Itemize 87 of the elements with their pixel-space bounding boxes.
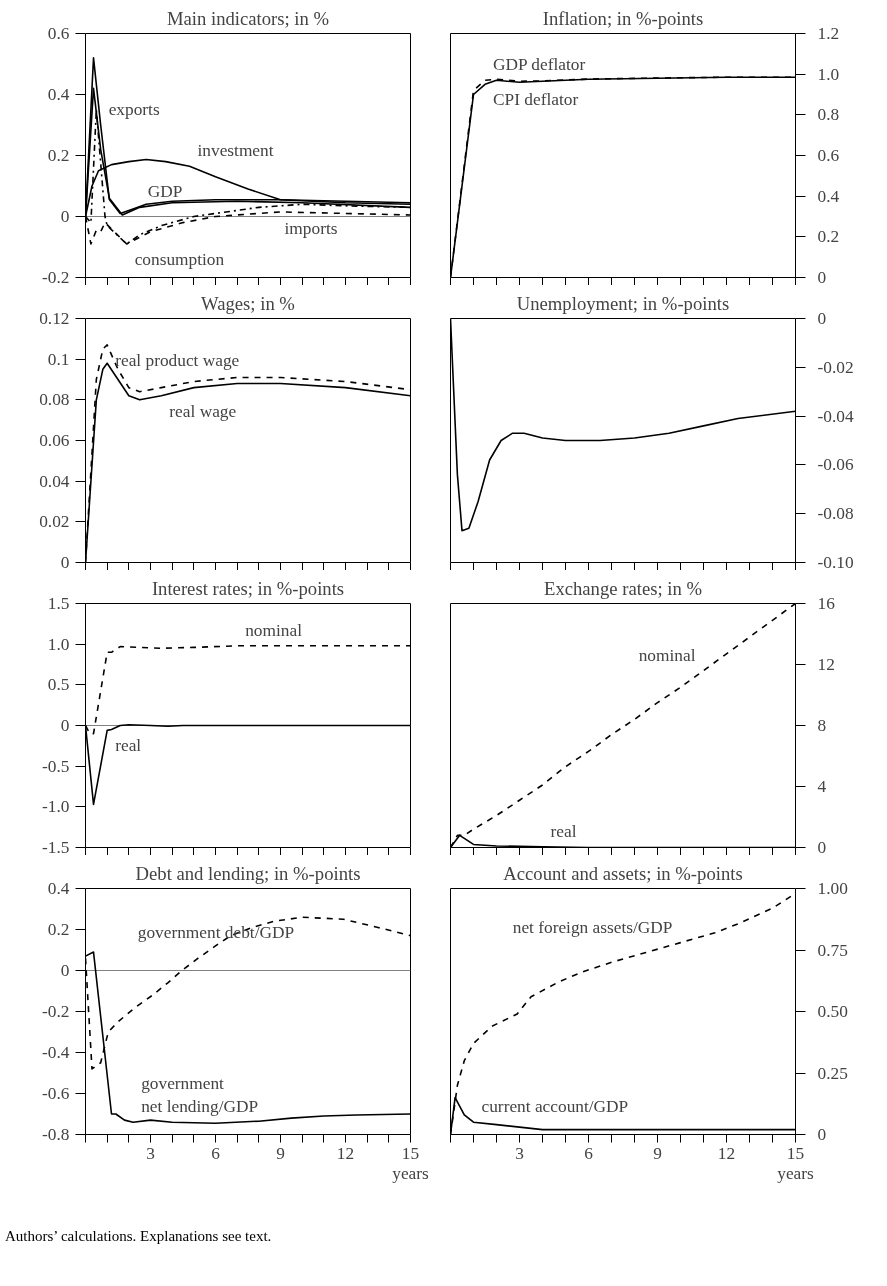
- annotation: real: [550, 821, 577, 841]
- chart-title: Interest rates; in %-points: [151, 577, 345, 599]
- x-tick-label: 9: [653, 1143, 662, 1163]
- y-tick-label: 0.2: [47, 146, 70, 165]
- y-tick-label: -0.08: [817, 504, 854, 524]
- y-tick-label: 0.25: [817, 1063, 848, 1083]
- y-tick-label: 0.12: [39, 309, 70, 328]
- y-tick-label: 0.4: [817, 186, 840, 206]
- annotation: government net lending/GDP: [141, 1074, 259, 1117]
- annotation: nominal: [245, 620, 303, 640]
- y-tick-label: -0.8: [42, 1125, 70, 1144]
- x-tick-label: 3: [515, 1143, 524, 1163]
- x-tick-label: 3: [146, 1143, 155, 1163]
- y-tick-label: 1.2: [817, 24, 840, 43]
- y-tick-label: -0.2: [42, 268, 70, 287]
- y-tick-label: -0.4: [42, 1043, 70, 1062]
- chart-title: Main indicators; in %: [166, 7, 330, 29]
- y-tick-label: -0.6: [42, 1084, 70, 1103]
- y-tick-label: 0.6: [47, 24, 70, 43]
- y-tick-label: 0.2: [47, 920, 70, 939]
- annotation: imports: [284, 219, 338, 239]
- y-tick-label: -1.0: [42, 797, 70, 817]
- y-tick-label: 0.6: [817, 146, 840, 165]
- y-tick-label: 0.5: [47, 675, 70, 695]
- y-tick-label: -0.06: [817, 455, 854, 475]
- y-tick-label: 0: [60, 207, 70, 226]
- y-tick-label: 0.75: [817, 940, 848, 960]
- y-tick-label: 1.0: [47, 634, 70, 654]
- chart-title: Unemployment; in %-points: [516, 292, 730, 314]
- x-tick-label: 15: [401, 1143, 420, 1163]
- x-tick-label: 15: [786, 1143, 805, 1163]
- y-tick-label: 0: [60, 961, 70, 980]
- y-tick-label: 12: [817, 655, 835, 674]
- x-tick-label: 12: [717, 1143, 736, 1163]
- annotation: consumption: [134, 249, 225, 269]
- y-tick-label: 0: [817, 309, 827, 328]
- x-axis-title: years: [392, 1163, 430, 1183]
- chart-title: Wages; in %: [201, 292, 295, 314]
- y-tick-label: 0.06: [39, 431, 70, 450]
- y-tick-label: 0.4: [47, 879, 70, 898]
- y-tick-label: -1.5: [42, 838, 70, 857]
- annotation: exports: [108, 100, 160, 119]
- y-tick-label: 1.5: [47, 594, 70, 613]
- y-tick-label: 4: [817, 777, 827, 796]
- y-tick-label: 16: [817, 594, 836, 613]
- y-tick-label: 1.00: [817, 879, 848, 898]
- x-tick-label: 6: [584, 1143, 594, 1163]
- y-tick-label: -0.2: [42, 1002, 70, 1021]
- y-tick-label: 0.04: [39, 471, 70, 491]
- y-tick-label: 0: [60, 716, 70, 735]
- annotation: real product wage: [115, 350, 240, 370]
- annotation: real wage: [169, 401, 237, 421]
- y-tick-label: 0: [817, 268, 827, 287]
- y-tick-label: 0: [817, 1125, 827, 1144]
- annotation: real: [115, 736, 142, 756]
- y-tick-label: -0.04: [817, 406, 854, 426]
- chart-title: Account and assets; in %-points: [503, 862, 743, 884]
- x-axis-title: years: [777, 1163, 815, 1183]
- y-tick-label: 1.0: [817, 64, 840, 84]
- y-tick-label: 0.2: [817, 227, 840, 247]
- annotation: GDP: [147, 182, 183, 202]
- annotation: government debt/GDP: [137, 923, 295, 943]
- annotation: net foreign assets/GDP: [512, 917, 673, 937]
- annotation: CPI deflator: [493, 90, 579, 110]
- y-tick-label: 0.1: [47, 349, 70, 369]
- chart-title: Exchange rates; in %: [544, 577, 702, 599]
- y-tick-label: 0: [60, 553, 70, 572]
- x-tick-label: 6: [211, 1143, 221, 1163]
- annotation: GDP deflator: [493, 55, 586, 75]
- y-tick-label: 0.08: [39, 390, 70, 410]
- y-tick-label: -0.10: [817, 553, 854, 572]
- y-tick-label: 8: [817, 716, 827, 735]
- annotation: current account/GDP: [481, 1097, 629, 1117]
- x-tick-label: 12: [336, 1143, 355, 1163]
- y-tick-label: -0.5: [42, 756, 70, 776]
- y-tick-label: 0.50: [817, 1002, 848, 1021]
- y-tick-label: 0.4: [47, 85, 70, 104]
- y-tick-label: 0.8: [817, 105, 840, 125]
- x-tick-label: 9: [276, 1143, 285, 1163]
- y-tick-label: 0.02: [39, 512, 70, 532]
- chart-title: Debt and lending; in %-points: [135, 862, 361, 884]
- y-tick-label: 0: [817, 838, 827, 857]
- annotation: investment: [197, 141, 274, 161]
- y-tick-label: -0.02: [817, 357, 854, 377]
- annotation: nominal: [638, 645, 696, 665]
- chart-title: Inflation; in %-points: [542, 7, 704, 29]
- text: Authors’ calculations. Explanations see text.: [5, 1227, 272, 1247]
